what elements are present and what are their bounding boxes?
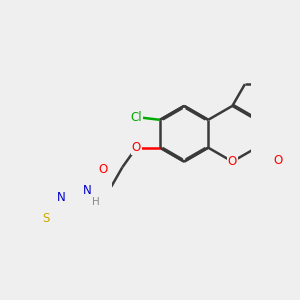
Text: Cl: Cl: [130, 110, 142, 124]
Text: N: N: [57, 191, 65, 204]
Text: S: S: [42, 212, 50, 225]
Text: N: N: [83, 184, 92, 197]
Text: H: H: [92, 197, 100, 207]
Text: O: O: [228, 155, 237, 168]
Text: O: O: [98, 164, 107, 176]
Text: O: O: [274, 154, 283, 167]
Text: O: O: [132, 141, 141, 154]
